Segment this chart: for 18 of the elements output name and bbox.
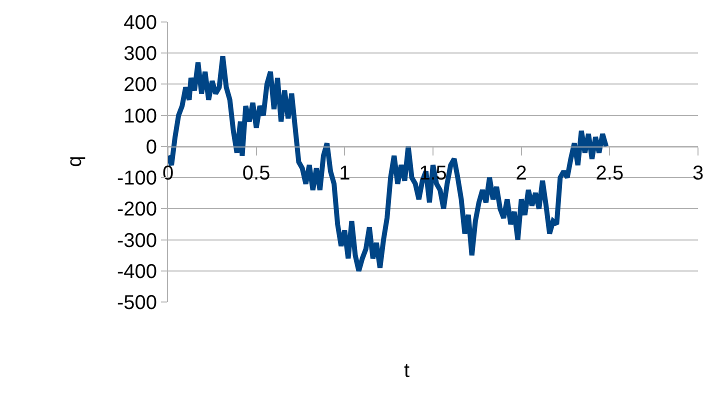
y-tick-label: 0 xyxy=(146,136,157,158)
x-tick-label: 1 xyxy=(339,162,350,184)
x-axis-title: t xyxy=(404,360,410,382)
y-tick-label: -400 xyxy=(116,260,157,283)
y-tick-label: -300 xyxy=(116,230,157,252)
x-tick-label: 2 xyxy=(516,162,527,184)
y-tick-label: 400 xyxy=(124,12,157,34)
y-tick-label: 300 xyxy=(124,43,157,66)
x-tick-label: 0 xyxy=(162,162,174,184)
y-tick-label: -100 xyxy=(116,168,157,190)
x-tick-label: 3 xyxy=(692,162,704,184)
y-tick-label: -200 xyxy=(116,198,157,221)
x-tick-label: 0.5 xyxy=(242,162,270,184)
y-tick-label: 100 xyxy=(124,105,157,128)
y-tick-label: 200 xyxy=(124,74,157,96)
x-tick-label: 2.5 xyxy=(596,162,624,184)
y-axis-title: q xyxy=(64,156,86,167)
y-tick-label: -500 xyxy=(116,292,157,314)
